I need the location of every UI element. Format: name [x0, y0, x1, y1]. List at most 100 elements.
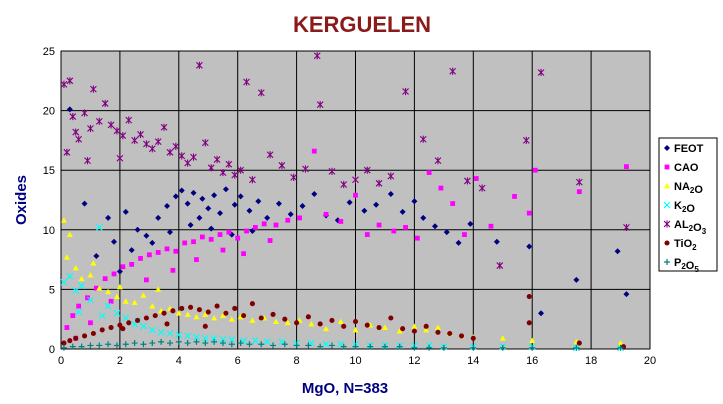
data-point — [211, 338, 218, 345]
data-point — [88, 320, 93, 326]
chart-title: KERGUELEN — [293, 12, 431, 37]
data-point — [322, 340, 330, 348]
y-tick-label: 0 — [49, 344, 55, 356]
data-point — [164, 246, 170, 252]
data-point — [363, 166, 371, 174]
data-point — [664, 240, 670, 246]
data-point — [352, 319, 359, 325]
data-point — [105, 341, 112, 348]
data-point — [190, 189, 197, 196]
data-point — [573, 276, 580, 283]
x-tick-label: 18 — [585, 355, 597, 367]
data-point — [182, 240, 188, 246]
data-point — [470, 344, 477, 351]
data-point — [316, 101, 324, 109]
legend-item-cao: CAO — [664, 162, 699, 174]
x-tick-label: 16 — [526, 355, 538, 367]
data-point — [72, 128, 80, 136]
data-point — [202, 323, 208, 329]
legend-item-feot: FEOT — [664, 143, 704, 155]
data-point — [96, 285, 103, 291]
data-point — [400, 326, 406, 332]
data-point — [273, 222, 279, 228]
data-point — [575, 178, 583, 186]
data-point — [447, 330, 453, 337]
data-point — [450, 201, 456, 206]
data-point — [617, 344, 624, 351]
data-point — [137, 130, 144, 139]
data-point — [149, 239, 156, 246]
data-point — [399, 208, 406, 215]
data-point — [69, 112, 77, 121]
data-point — [246, 207, 253, 214]
data-point — [205, 205, 212, 212]
data-point — [211, 315, 218, 321]
data-point — [66, 77, 74, 85]
series-tio2 — [61, 294, 627, 350]
legend-item-al2o3: AL2O3 — [663, 219, 707, 236]
legend-label: TiO2 — [674, 238, 697, 252]
data-point — [387, 172, 395, 180]
data-point — [76, 303, 82, 309]
data-point — [499, 335, 506, 341]
data-point — [352, 176, 359, 184]
data-point — [87, 342, 94, 349]
data-point — [122, 314, 130, 322]
data-point — [172, 142, 180, 150]
data-point — [529, 344, 536, 351]
data-point — [160, 123, 168, 131]
data-point — [473, 176, 479, 181]
legend-label: FEOT — [674, 143, 704, 155]
data-point — [266, 151, 274, 159]
data-point — [154, 137, 162, 146]
data-point — [72, 287, 80, 295]
data-point — [201, 334, 209, 342]
data-point — [148, 326, 156, 334]
data-point — [134, 226, 141, 233]
data-point — [191, 239, 196, 245]
data-point — [232, 305, 238, 312]
data-point — [338, 219, 344, 224]
data-point — [624, 164, 629, 170]
data-point — [664, 259, 670, 265]
data-point — [499, 344, 506, 351]
x-tick-label: 10 — [349, 355, 361, 367]
data-point — [526, 294, 532, 300]
data-point — [146, 252, 152, 258]
data-point — [184, 311, 191, 317]
data-point — [462, 232, 467, 237]
data-point — [275, 200, 282, 207]
data-point — [434, 157, 442, 165]
series-p2o5 — [60, 338, 624, 351]
data-point — [122, 341, 129, 348]
data-point — [537, 68, 545, 77]
data-point — [623, 291, 630, 298]
legend: FEOT CAO NA2O K2O AL2O3 TiO2 P2O5 — [658, 137, 718, 274]
data-point — [131, 136, 139, 144]
legend-item-p2o5: P2O5 — [664, 257, 699, 274]
data-point — [222, 186, 229, 193]
data-point — [272, 318, 279, 324]
data-point — [294, 320, 300, 326]
x-tick-label: 14 — [467, 355, 479, 367]
data-point — [81, 109, 88, 117]
data-point — [175, 310, 182, 316]
data-point — [352, 343, 359, 350]
data-point — [529, 337, 536, 344]
data-point — [164, 202, 171, 209]
data-point — [226, 229, 232, 235]
data-point — [99, 327, 105, 333]
data-point — [423, 326, 430, 333]
data-point — [375, 179, 383, 187]
data-point — [396, 328, 403, 334]
data-point — [117, 322, 123, 328]
data-point — [411, 323, 418, 329]
data-point — [60, 278, 68, 286]
data-point — [663, 201, 671, 209]
data-point — [140, 341, 147, 348]
data-point — [251, 337, 259, 345]
data-point — [143, 140, 150, 148]
data-point — [317, 321, 323, 327]
data-point — [420, 214, 427, 221]
data-point — [143, 315, 149, 321]
